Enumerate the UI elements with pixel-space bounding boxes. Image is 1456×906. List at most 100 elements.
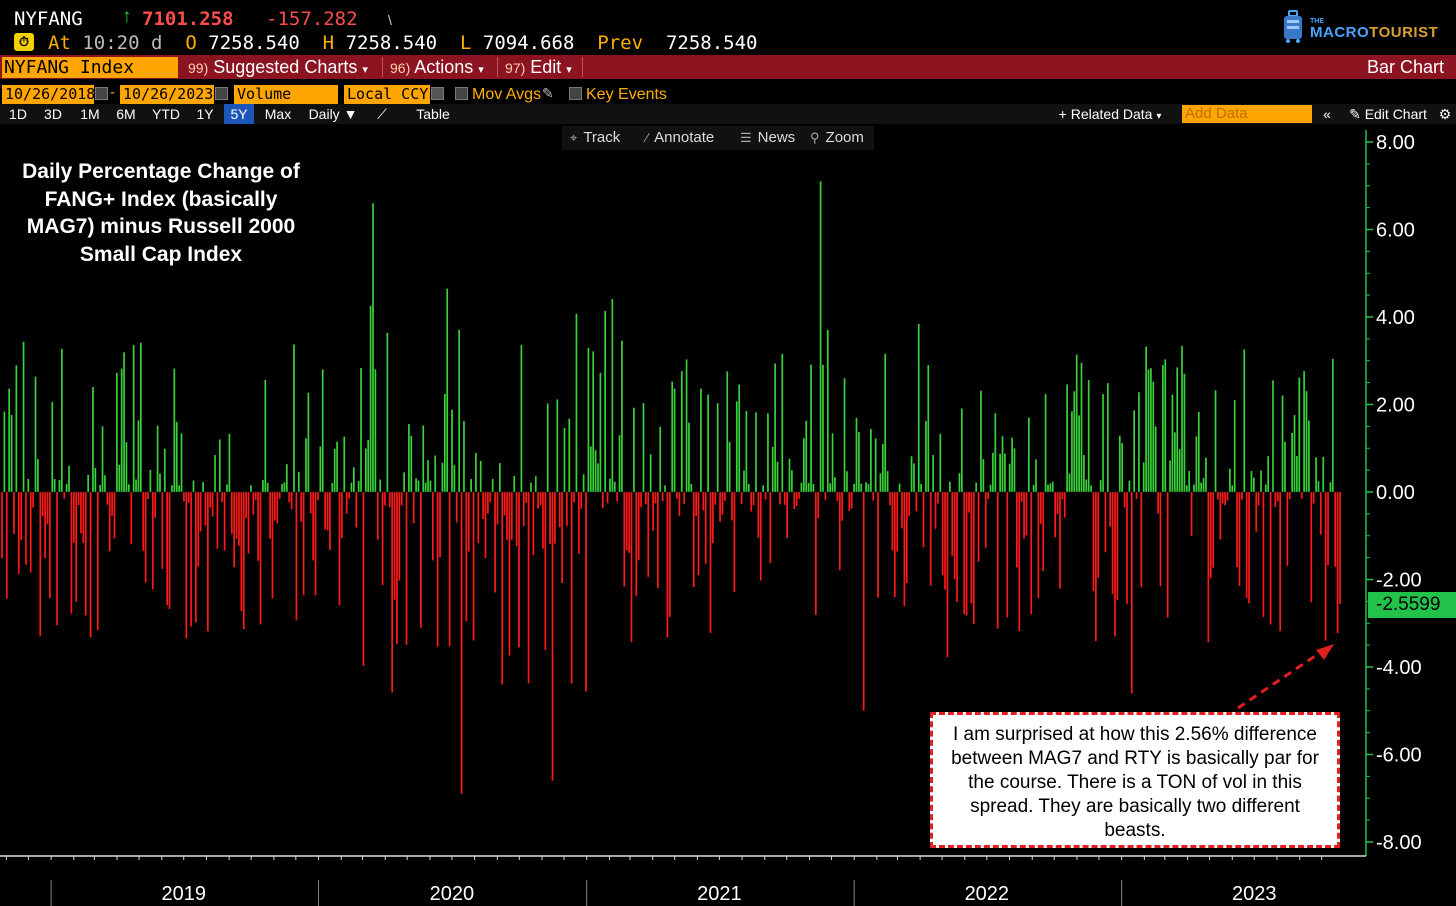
pencil-icon[interactable]: ✎ [542, 85, 554, 101]
chart-type-label: Bar Chart [1366, 57, 1444, 77]
y-tick-label: -6.00 [1376, 745, 1422, 767]
line-chart-icon[interactable]: ⟋ [377, 106, 387, 122]
quote-header: NYFANG ↑ 7101.258 -157.282 \ ⏱ At 10:20 … [0, 0, 1456, 55]
y-tick-label: -4.00 [1376, 657, 1422, 679]
related-data-button[interactable]: + Related Data ▾ [1050, 104, 1170, 124]
table-button[interactable]: Table [416, 106, 450, 122]
caret-down-icon: ▾ [566, 64, 572, 76]
caret-down-icon: ▾ [362, 64, 368, 76]
divider [497, 57, 498, 77]
edit-menu[interactable]: 97) Edit ▾ [505, 55, 572, 79]
edit-chart-label: Edit Chart [1364, 106, 1427, 122]
y-tick-label: 6.00 [1376, 220, 1415, 242]
date-dash: - [110, 84, 115, 101]
crosshair-icon: ⌖ [570, 130, 578, 145]
time-suffix: d [151, 32, 163, 54]
prev-value: 7258.540 [665, 32, 758, 54]
range-3d-button[interactable]: 3D [44, 106, 62, 122]
menu-label: Suggested Charts [213, 57, 358, 77]
high-label: H [322, 32, 335, 54]
pencil-icon: ✎ [1349, 106, 1361, 122]
open-label: O [185, 32, 197, 54]
range-row: 1D 3D 1M 6M YTD 1Y 5Y Max Daily ▼ ⟋ Tabl… [0, 104, 1456, 124]
alert-icon[interactable]: ⏱ [14, 33, 34, 51]
period-label: Daily [308, 106, 340, 122]
field-select[interactable]: Volume [234, 85, 338, 104]
related-data-label: Related Data [1070, 106, 1153, 122]
plus-icon: + [1058, 106, 1067, 122]
menu-label: Edit [530, 57, 562, 77]
command-bar: NYFANG Index 99) Suggested Charts ▾ 96) … [0, 55, 1456, 79]
bar-chart[interactable]: 8.00 6.00 4.00 2.00 0.00 -2.00 -4.00 -6.00 -8.00… [0, 126, 1456, 906]
year-label: 2019 [161, 883, 206, 905]
last-value-tag: -2.5599 [1368, 592, 1456, 618]
security-field[interactable]: NYFANG Index [2, 57, 178, 78]
annotation-arrow [1237, 644, 1334, 710]
time: 10:20 [82, 32, 140, 54]
chart-toolbar: ⌖ Track ∕ Annotate ☰ News ⚲ Zoom [562, 126, 874, 150]
mov-avgs-label: Mov Avgs [472, 86, 542, 103]
note-callout: I am surprised at how this 2.56% differe… [930, 712, 1340, 848]
y-axis: 8.00 6.00 4.00 2.00 0.00 -2.00 -4.00 -6.00 -8.00 [1365, 130, 1422, 856]
calendar-icon[interactable] [215, 87, 228, 100]
start-date-input[interactable]: 10/26/2018 [2, 85, 95, 104]
range-1y-button[interactable]: 1Y [196, 106, 214, 122]
currency-select[interactable]: Local CCY [344, 85, 430, 104]
collapse-icon[interactable]: « [1323, 106, 1331, 122]
up-arrow-icon: ↑ [122, 6, 132, 27]
price-line: At 10:20 d O 7258.540 H 7258.540 L 7094.… [48, 32, 757, 54]
y-tick-label: -2.00 [1376, 570, 1422, 592]
y-tick-label: 8.00 [1376, 132, 1415, 154]
range-5y-button[interactable]: 5Y [224, 104, 254, 124]
news-icon: ☰ [740, 130, 752, 145]
menu-number: 96) [390, 60, 411, 76]
range-ytd-button[interactable]: YTD [152, 106, 180, 122]
tick-mark: \ [388, 12, 392, 28]
track-tool[interactable]: ⌖ Track [570, 126, 620, 150]
high-value: 7258.540 [345, 32, 438, 54]
divider [382, 57, 383, 77]
add-data-input[interactable]: Add Data [1182, 105, 1312, 123]
news-label: News [757, 129, 796, 146]
calendar-icon[interactable] [95, 87, 108, 100]
edit-chart-button[interactable]: ✎ Edit Chart [1342, 104, 1434, 124]
chart-annotation-title: Daily Percentage Change of FANG+ Index (… [22, 160, 300, 266]
logo-text: MACROTOURIST [1310, 24, 1438, 41]
mov-avgs-checkbox[interactable] [455, 87, 468, 100]
annotate-tool[interactable]: ∕ Annotate [646, 126, 714, 150]
range-1d-button[interactable]: 1D [9, 106, 27, 122]
dropdown-icon[interactable] [431, 87, 444, 100]
net-change: -157.282 [266, 8, 358, 30]
suggested-charts-menu[interactable]: 99) Suggested Charts ▾ [188, 55, 368, 79]
zoom-tool[interactable]: ⚲ Zoom [810, 126, 864, 150]
track-label: Track [583, 129, 621, 146]
period-select[interactable]: Daily ▼ [304, 104, 362, 124]
caret-down-icon: ▼ [343, 106, 358, 122]
x-axis: 2019 2020 2021 2022 2023 [0, 855, 1366, 906]
actions-menu[interactable]: 96) Actions ▾ [390, 55, 484, 79]
range-6m-button[interactable]: 6M [116, 106, 136, 122]
range-max-button[interactable]: Max [264, 106, 292, 122]
suitcase-icon [1284, 10, 1302, 43]
y-tick-label: 4.00 [1376, 307, 1415, 329]
logo-small-text: THE [1310, 18, 1324, 25]
low-value: 7094.668 [482, 32, 575, 54]
year-label: 2022 [965, 883, 1010, 905]
end-date-input[interactable]: 10/26/2023 [120, 85, 214, 104]
annotate-label: Annotate [654, 129, 715, 146]
logo-text-macro: MACRO [1310, 24, 1370, 41]
ticker-symbol[interactable]: NYFANG [14, 8, 83, 30]
caret-down-icon: ▾ [478, 64, 484, 76]
menu-number: 97) [505, 60, 526, 76]
y-tick-label: 0.00 [1376, 482, 1415, 504]
low-label: L [459, 32, 472, 54]
prev-label: Prev [597, 32, 644, 54]
menu-label: Actions [414, 57, 474, 77]
magnifier-icon: ⚲ [810, 130, 820, 145]
gear-icon[interactable]: ⚙ [1438, 106, 1452, 122]
key-events-checkbox[interactable] [569, 87, 582, 100]
range-1m-button[interactable]: 1M [80, 106, 100, 122]
open-value: 7258.540 [208, 32, 300, 54]
zoom-label: Zoom [825, 129, 864, 146]
news-tool[interactable]: ☰ News [740, 126, 795, 150]
